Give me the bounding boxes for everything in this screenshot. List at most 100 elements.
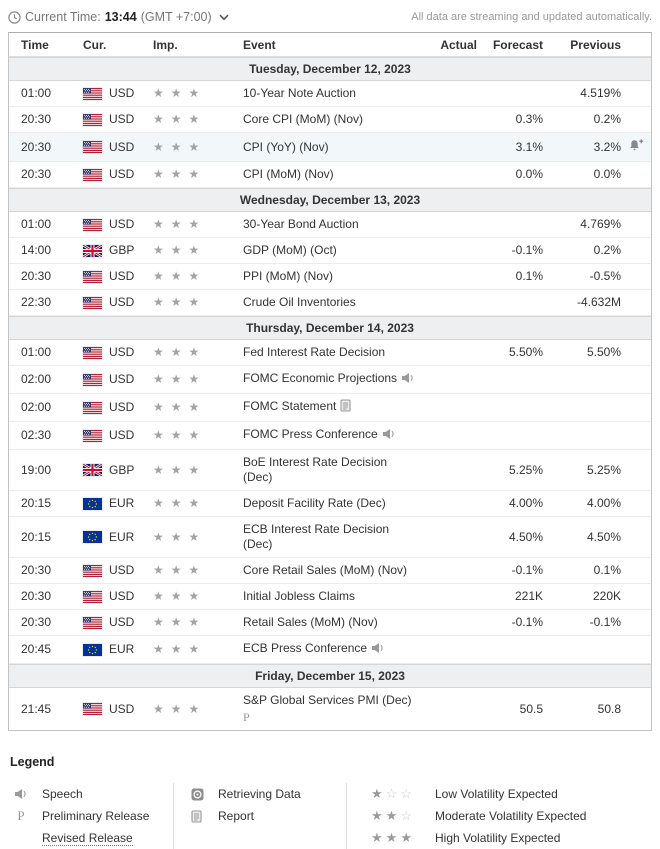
event-row[interactable]: 01:00 USD ★★★ 30-Year Bond Auction 4.769… — [9, 212, 651, 238]
importance-stars: ★★★ — [153, 496, 207, 510]
event-label[interactable]: FOMC Economic Projections — [243, 371, 398, 385]
event-label[interactable]: Fed Interest Rate Decision — [243, 345, 386, 359]
currency-flag — [83, 296, 102, 309]
event-label[interactable]: Initial Jobless Claims — [243, 589, 356, 603]
currency-flag — [83, 346, 102, 359]
importance-cell: ★★★ — [153, 702, 243, 717]
legend-item-preliminary: P Preliminary Release — [12, 805, 169, 827]
revised-release-link[interactable]: Revised Release — [42, 830, 133, 846]
time-cell: 01:00 — [21, 86, 52, 100]
uk-flag-icon — [83, 244, 102, 257]
event-row[interactable]: 01:00 USD ★★★ Fed Interest Rate Decision… — [9, 340, 651, 366]
event-label[interactable]: Deposit Facility Rate (Dec) — [243, 496, 386, 510]
timezone-selector[interactable]: Current Time: 13:44 (GMT +7:00) — [8, 10, 229, 24]
set-alert-button[interactable] — [628, 138, 645, 156]
time-cell: 20:15 — [21, 529, 52, 544]
event-row[interactable]: 20:30 USD ★★★ CPI (YoY) (Nov) 3.1% 3.2% — [9, 133, 651, 162]
event-label[interactable]: BoE Interest Rate Decision (Dec) — [243, 455, 388, 484]
event-row[interactable]: 02:00 USD ★★★ FOMC Economic Projections — [9, 366, 651, 394]
event-row[interactable]: 20:15 EUR ★★★ ECB Interest Rate Decision… — [9, 517, 651, 558]
currency-code: USD — [109, 615, 135, 629]
event-label[interactable]: CPI (YoY) (Nov) — [243, 139, 329, 154]
event-label[interactable]: FOMC Press Conference — [243, 427, 378, 441]
event-label[interactable]: 30-Year Bond Auction — [243, 217, 359, 231]
importance-stars: ★★★ — [153, 243, 207, 257]
event-cell: S&P Global Services PMI (Dec) P — [243, 693, 422, 725]
event-row[interactable]: 20:15 EUR ★★★ Deposit Facility Rate (Dec… — [9, 491, 651, 517]
importance-cell: ★★★ — [153, 428, 243, 443]
event-label[interactable]: PPI (MoM) (Nov) — [243, 269, 333, 283]
currency-code: EUR — [109, 529, 135, 544]
importance-stars: ★★★ — [153, 295, 207, 309]
event-row[interactable]: 19:00 GBP ★★★ BoE Interest Rate Decision… — [9, 450, 651, 491]
event-label[interactable]: 10-Year Note Auction — [243, 86, 356, 100]
event-label[interactable]: ECB Press Conference — [243, 641, 368, 655]
importance-cell: ★★★ — [153, 112, 243, 127]
date-section-header: Wednesday, December 13, 2023 — [9, 188, 651, 212]
legend-item-report: Report — [188, 805, 342, 827]
previous-cell: 3.2% — [593, 139, 621, 154]
legend-preliminary-label: Preliminary Release — [42, 809, 150, 823]
event-row[interactable]: 20:30 USD ★★★ PPI (MoM) (Nov) 0.1% -0.5% — [9, 264, 651, 290]
us-flag-icon — [83, 564, 102, 577]
us-flag-icon — [83, 296, 102, 309]
section-date: Thursday, December 14, 2023 — [246, 321, 414, 335]
previous-cell: 50.8 — [597, 701, 621, 716]
time-cell: 02:00 — [21, 372, 52, 386]
event-label[interactable]: S&P Global Services PMI (Dec) — [243, 693, 412, 707]
event-row[interactable]: 22:30 USD ★★★ Crude Oil Inventories -4.6… — [9, 290, 651, 316]
importance-stars: ★★★ — [153, 217, 207, 231]
event-label[interactable]: CPI (MoM) (Nov) — [243, 167, 334, 181]
alert-cell[interactable] — [621, 138, 651, 156]
event-label[interactable]: Retail Sales (MoM) (Nov) — [243, 615, 378, 629]
time-cell: 20:30 — [21, 563, 52, 577]
us-flag-icon — [83, 703, 102, 715]
section-date: Tuesday, December 12, 2023 — [249, 62, 411, 76]
previous-cell: 0.1% — [593, 563, 621, 577]
importance-cell: ★★★ — [153, 295, 243, 310]
forecast-cell: 0.0% — [515, 167, 543, 181]
time-cell: 14:00 — [21, 243, 52, 257]
preliminary-marker-icon: P — [17, 808, 25, 823]
speech-icon — [382, 429, 394, 439]
importance-cell: ★★★ — [153, 642, 243, 657]
forecast-cell: -0.1% — [511, 563, 543, 577]
us-flag-icon — [83, 346, 102, 359]
currency-cell: USD — [83, 295, 153, 310]
importance-cell: ★★★ — [153, 496, 243, 511]
event-row[interactable]: 20:30 USD ★★★ CPI (MoM) (Nov) 0.0% 0.0% — [9, 162, 651, 188]
event-label[interactable]: Core Retail Sales (MoM) (Nov) — [243, 563, 408, 577]
importance-stars: ★★★ — [153, 112, 207, 126]
event-row[interactable]: 01:00 USD ★★★ 10-Year Note Auction 4.519… — [9, 81, 651, 107]
event-row[interactable]: 20:30 USD ★★★ Retail Sales (MoM) (Nov) -… — [9, 610, 651, 636]
event-label[interactable]: ECB Interest Rate Decision (Dec) — [243, 522, 390, 551]
current-time-label: Current Time: — [25, 10, 101, 24]
event-label[interactable]: Core CPI (MoM) (Nov) — [243, 112, 364, 126]
legend-column-volatility: ★☆☆ Low Volatility Expected ★★☆ Moderate… — [346, 783, 652, 849]
currency-flag — [83, 87, 102, 100]
event-row[interactable]: 20:45 EUR ★★★ ECB Press Conference — [9, 636, 651, 664]
currency-cell: USD — [83, 345, 153, 360]
event-label[interactable]: FOMC Statement — [243, 399, 337, 413]
alert-bell-plus-icon — [629, 139, 643, 151]
event-label[interactable]: GDP (MoM) (Oct) — [243, 243, 337, 257]
report-icon — [191, 809, 202, 823]
event-row[interactable]: 21:45 USD ★★★ S&P Global Services PMI (D… — [9, 688, 651, 730]
event-cell: BoE Interest Rate Decision (Dec) — [243, 455, 422, 485]
star-filled-icon: ★ — [385, 808, 401, 823]
event-row[interactable]: 02:00 USD ★★★ FOMC Statement — [9, 394, 651, 422]
event-row[interactable]: 02:30 USD ★★★ FOMC Press Conference — [9, 422, 651, 450]
event-row[interactable]: 20:30 USD ★★★ Initial Jobless Claims 221… — [9, 584, 651, 610]
event-row[interactable]: 20:30 USD ★★★ Core Retail Sales (MoM) (N… — [9, 558, 651, 584]
importance-cell: ★★★ — [153, 563, 243, 578]
event-row[interactable]: 14:00 GBP ★★★ GDP (MoM) (Oct) -0.1% 0.2% — [9, 238, 651, 264]
event-label[interactable]: Crude Oil Inventories — [243, 295, 356, 309]
event-cell: ECB Press Conference — [243, 641, 422, 658]
currency-cell: USD — [83, 372, 153, 387]
importance-cell: ★★★ — [153, 86, 243, 101]
previous-cell: 5.50% — [586, 345, 621, 359]
importance-cell: ★★★ — [153, 345, 243, 360]
event-row[interactable]: 20:30 USD ★★★ Core CPI (MoM) (Nov) 0.3% … — [9, 107, 651, 133]
event-icon-slot — [340, 399, 352, 416]
legend-retrieving-label: Retrieving Data — [218, 787, 301, 801]
